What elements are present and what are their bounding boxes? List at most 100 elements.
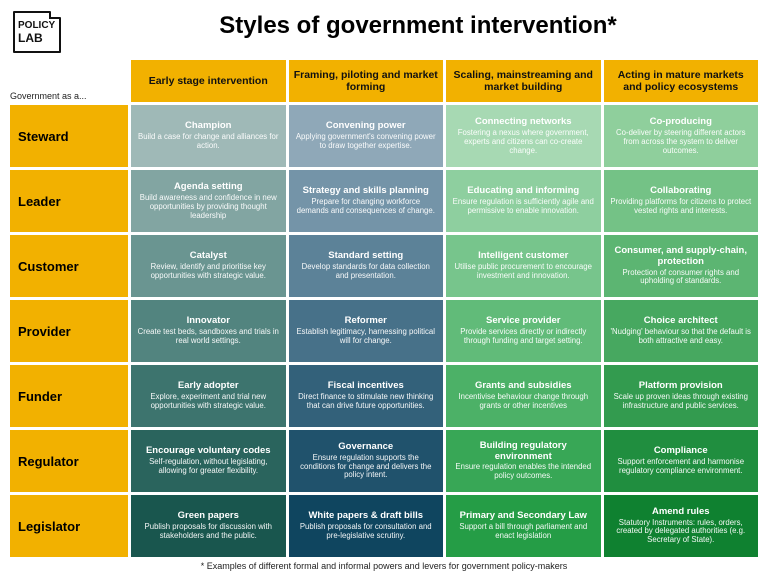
cell-title: Educating and informing — [452, 186, 595, 197]
row-label-text: Leader — [18, 194, 61, 209]
cell-title: Collaborating — [610, 186, 753, 197]
grid-cell: Intelligent customerUtilise public procu… — [446, 235, 601, 297]
column-header: Acting in mature markets and policy ecos… — [604, 60, 759, 102]
cell-desc: Develop standards for data collection an… — [295, 263, 438, 281]
policy-lab-logo: POLICY LAB — [10, 8, 66, 56]
cell-title: White papers & draft bills — [295, 511, 438, 522]
grid-cell: Building regulatory environmentEnsure re… — [446, 430, 601, 492]
cell-title: Fiscal incentives — [295, 381, 438, 392]
cell-desc: Protection of consumer rights and uphold… — [610, 269, 753, 287]
header: POLICY LAB Styles of government interven… — [10, 8, 758, 56]
row-label: Legislator — [10, 495, 128, 557]
row-label-text: Legislator — [18, 519, 80, 534]
row-label: Government as a...Steward — [10, 105, 128, 167]
cell-title: Agenda setting — [137, 182, 280, 193]
row-label: Regulator — [10, 430, 128, 492]
grid-cell: ReformerEstablish legitimacy, harnessing… — [289, 300, 444, 362]
grid-cell: Consumer, and supply-chain, protectionPr… — [604, 235, 759, 297]
grid-cell: Platform provisionScale up proven ideas … — [604, 365, 759, 427]
grid-cell: ComplianceSupport enforcement and harmon… — [604, 430, 759, 492]
row-label: Customer — [10, 235, 128, 297]
grid-cell: InnovatorCreate test beds, sandboxes and… — [131, 300, 286, 362]
row-label-text: Customer — [18, 259, 79, 274]
row-label-text: Steward — [18, 129, 69, 144]
cell-desc: Provide services directly or indirectly … — [452, 328, 595, 346]
row-label-text: Funder — [18, 389, 62, 404]
cell-desc: Ensure regulation supports the condition… — [295, 454, 438, 481]
cell-desc: Fostering a nexus where government, expe… — [452, 129, 595, 156]
cell-desc: Providing platforms for citizens to prot… — [610, 198, 753, 216]
cell-desc: Statutory Instruments: rules, orders, cr… — [610, 519, 753, 546]
page-title: Styles of government intervention* — [78, 8, 758, 40]
grid-cell: Connecting networksFostering a nexus whe… — [446, 105, 601, 167]
grid-cell: Service providerProvide services directl… — [446, 300, 601, 362]
cell-title: Reformer — [295, 316, 438, 327]
cell-desc: Support enforcement and harmonise regula… — [610, 458, 753, 476]
row-label: Funder — [10, 365, 128, 427]
cell-title: Service provider — [452, 316, 595, 327]
grid-cell: Strategy and skills planningPrepare for … — [289, 170, 444, 232]
logo-text-bottom: LAB — [18, 31, 43, 45]
cell-title: Strategy and skills planning — [295, 186, 438, 197]
cell-desc: Ensure regulation enables the intended p… — [452, 463, 595, 481]
cell-title: Governance — [295, 442, 438, 453]
cell-desc: 'Nudging' behaviour so that the default … — [610, 328, 753, 346]
cell-desc: Create test beds, sandboxes and trials i… — [137, 328, 280, 346]
column-header: Framing, piloting and market forming — [289, 60, 444, 102]
cell-desc: Prepare for changing workforce demands a… — [295, 198, 438, 216]
row-label: Provider — [10, 300, 128, 362]
cell-title: Amend rules — [610, 507, 753, 518]
cell-title: Champion — [137, 121, 280, 132]
column-header: Scaling, mainstreaming and market buildi… — [446, 60, 601, 102]
grid-cell: Grants and subsidiesIncentivise behaviou… — [446, 365, 601, 427]
cell-title: Connecting networks — [452, 117, 595, 128]
cell-title: Consumer, and supply-chain, protection — [610, 246, 753, 268]
cell-desc: Direct finance to stimulate new thinking… — [295, 393, 438, 411]
column-header: Early stage intervention — [131, 60, 286, 102]
cell-desc: Establish legitimacy, harnessing politic… — [295, 328, 438, 346]
grid-cell: Amend rulesStatutory Instruments: rules,… — [604, 495, 759, 557]
logo-text-top: POLICY — [18, 20, 56, 31]
grid-cell: White papers & draft billsPublish propos… — [289, 495, 444, 557]
grid-cell: Primary and Secondary LawSupport a bill … — [446, 495, 601, 557]
grid-cell: GovernanceEnsure regulation supports the… — [289, 430, 444, 492]
cell-desc: Publish proposals for consultation and p… — [295, 523, 438, 541]
cell-title: Innovator — [137, 316, 280, 327]
page: POLICY LAB Styles of government interven… — [0, 0, 768, 577]
footnote: * Examples of different formal and infor… — [10, 557, 758, 571]
cell-title: Standard setting — [295, 251, 438, 262]
cell-title: Co-producing — [610, 117, 753, 128]
grid-cell: Early adopterExplore, experiment and tri… — [131, 365, 286, 427]
grid-cell: CatalystReview, identify and prioritise … — [131, 235, 286, 297]
cell-title: Primary and Secondary Law — [452, 511, 595, 522]
cell-title: Building regulatory environment — [452, 441, 595, 463]
cell-desc: Review, identify and prioritise key oppo… — [137, 263, 280, 281]
grid-cell: Convening powerApplying government's con… — [289, 105, 444, 167]
row-label: Leader — [10, 170, 128, 232]
grid-cell: Choice architect'Nudging' behaviour so t… — [604, 300, 759, 362]
cell-title: Compliance — [610, 446, 753, 457]
row-intro: Government as a... — [10, 91, 87, 101]
grid-cell: Agenda settingBuild awareness and confid… — [131, 170, 286, 232]
cell-title: Catalyst — [137, 251, 280, 262]
cell-title: Intelligent customer — [452, 251, 595, 262]
cell-desc: Applying government's convening power to… — [295, 133, 438, 151]
cell-title: Convening power — [295, 121, 438, 132]
intervention-grid: Early stage interventionFraming, pilotin… — [10, 60, 758, 557]
cell-title: Early adopter — [137, 381, 280, 392]
grid-cell: Standard settingDevelop standards for da… — [289, 235, 444, 297]
cell-desc: Ensure regulation is sufficiently agile … — [452, 198, 595, 216]
cell-title: Platform provision — [610, 381, 753, 392]
grid-cell: Educating and informingEnsure regulation… — [446, 170, 601, 232]
cell-title: Grants and subsidies — [452, 381, 595, 392]
cell-desc: Explore, experiment and trial new opport… — [137, 393, 280, 411]
cell-desc: Utilise public procurement to encourage … — [452, 263, 595, 281]
cell-desc: Support a bill through parliament and en… — [452, 523, 595, 541]
row-label-text: Provider — [18, 324, 71, 339]
grid-cell: Encourage voluntary codesSelf-regulation… — [131, 430, 286, 492]
grid-cell: ChampionBuild a case for change and alli… — [131, 105, 286, 167]
grid-cell: Fiscal incentivesDirect finance to stimu… — [289, 365, 444, 427]
cell-desc: Publish proposals for discussion with st… — [137, 523, 280, 541]
grid-cell: CollaboratingProviding platforms for cit… — [604, 170, 759, 232]
cell-desc: Scale up proven ideas through existing i… — [610, 393, 753, 411]
